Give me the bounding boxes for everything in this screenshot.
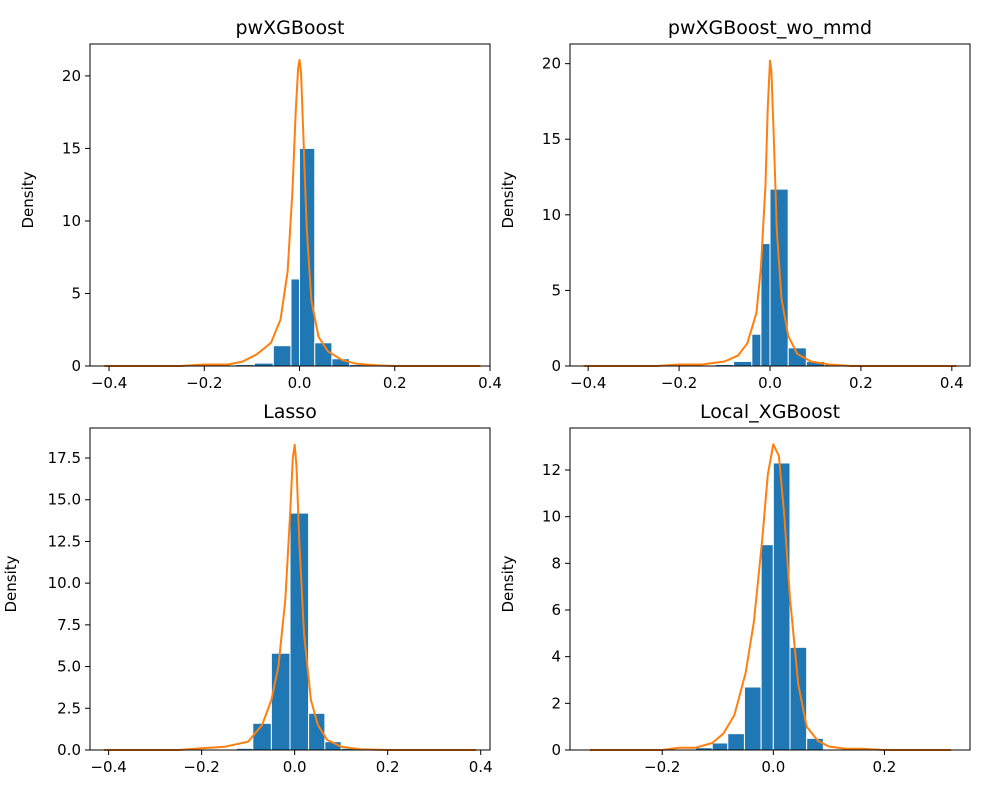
y-tick-label: 10 — [542, 206, 561, 224]
histogram-bar — [772, 462, 791, 751]
y-tick-label: 5 — [71, 284, 81, 302]
x-tick-label: −0.2 — [661, 374, 697, 392]
y-tick-label: 20 — [62, 67, 81, 85]
subplot-3: −0.4 −0.2 0.0 0.2 0.4 0.0 2.5 5.0 7.5 10.0 12.5 15.… — [2, 401, 493, 776]
x-tick-label: −0.2 — [183, 758, 219, 776]
y-tick-label: 7.5 — [57, 616, 81, 634]
x-tick-label: 0.0 — [758, 374, 782, 392]
x-tick-label: −0.2 — [644, 758, 680, 776]
x-tick-label: 0.2 — [849, 374, 873, 392]
histogram-bar — [733, 360, 753, 367]
kde-line — [104, 443, 476, 751]
y-axis-label: Density — [499, 555, 517, 612]
y-tick-label: 5.0 — [57, 658, 81, 676]
x-tick-label: −0.4 — [570, 374, 606, 392]
y-axis-label: Density — [2, 555, 20, 612]
histogram-bar — [299, 147, 316, 367]
y-tick-label: 6 — [551, 601, 561, 619]
axes-frame — [89, 427, 491, 751]
x-tick-label: −0.4 — [90, 758, 126, 776]
y-tick-label: 10 — [542, 508, 561, 526]
x-tick-label: 0.0 — [283, 758, 307, 776]
y-tick-label: 2 — [551, 694, 561, 712]
y-tick-label: 15 — [62, 139, 81, 157]
axes-frame — [569, 427, 971, 751]
y-tick-label: 2.5 — [57, 699, 81, 717]
histogram-bar — [290, 278, 301, 367]
kde-line — [104, 59, 481, 367]
y-tick-label: 5 — [551, 281, 561, 299]
x-tick-label: 0.4 — [469, 758, 493, 776]
x-tick-label: 0.4 — [478, 374, 502, 392]
y-tick-label: 17.5 — [48, 449, 81, 467]
y-tick-label: 10.0 — [48, 574, 81, 592]
x-tick-label: 0.2 — [383, 374, 407, 392]
subplot-2: −0.4 −0.2 0.0 0.2 0.4 0 5 10 15 20 pwXGBoost_wo_mm… — [499, 17, 971, 392]
axes-frame — [89, 43, 491, 367]
histogram-bar — [760, 544, 774, 751]
x-tick-label: 0.2 — [873, 758, 897, 776]
kde-line — [590, 443, 952, 751]
y-tick-label: 4 — [551, 648, 561, 666]
x-tick-label: −0.2 — [186, 374, 222, 392]
y-tick-label: 0 — [71, 357, 81, 375]
y-axis-label: Density — [19, 171, 37, 228]
chart-title: pwXGBoost — [236, 17, 345, 39]
histogram-bar — [711, 742, 729, 751]
x-tick-label: 0.0 — [288, 374, 312, 392]
chart-title: Local_XGBoost — [700, 401, 840, 423]
y-tick-label: 15.0 — [48, 491, 81, 509]
y-tick-label: 20 — [542, 55, 561, 73]
subplot-4: −0.2 0.0 0.2 0 2 4 6 8 10 12 Local_XGBoost Density — [499, 401, 971, 776]
y-tick-label: 12.5 — [48, 532, 81, 550]
histogram-bar — [751, 333, 762, 367]
x-tick-label: 0.2 — [376, 758, 400, 776]
y-axis-label: Density — [499, 171, 517, 228]
chart-title: pwXGBoost_wo_mmd — [668, 17, 872, 39]
x-tick-label: 0.4 — [940, 374, 964, 392]
y-tick-label: 15 — [542, 130, 561, 148]
histogram-bar — [270, 652, 291, 751]
x-tick-label: −0.4 — [91, 374, 127, 392]
histogram-bar — [272, 345, 292, 367]
y-tick-label: 8 — [551, 554, 561, 572]
y-tick-label: 0 — [551, 741, 561, 759]
histogram-bar — [806, 737, 824, 751]
histogram-bar — [789, 646, 808, 751]
histogram-bar — [252, 722, 272, 751]
y-tick-label: 12 — [542, 461, 561, 479]
kde-line — [583, 59, 957, 367]
y-tick-label: 0 — [551, 357, 561, 375]
histogram-bar — [727, 733, 745, 751]
y-tick-label: 10 — [62, 212, 81, 230]
histogram-bar — [314, 342, 333, 367]
chart-title: Lasso — [263, 401, 317, 423]
histogram-bar — [760, 243, 771, 367]
subplot-1: −0.4 −0.2 0.0 0.2 0.4 0 5 10 15 20 pwXGBoost Densit… — [19, 17, 502, 392]
x-tick-label: 0.0 — [761, 758, 785, 776]
y-tick-label: 0.0 — [57, 741, 81, 759]
histogram-bar — [743, 686, 762, 751]
